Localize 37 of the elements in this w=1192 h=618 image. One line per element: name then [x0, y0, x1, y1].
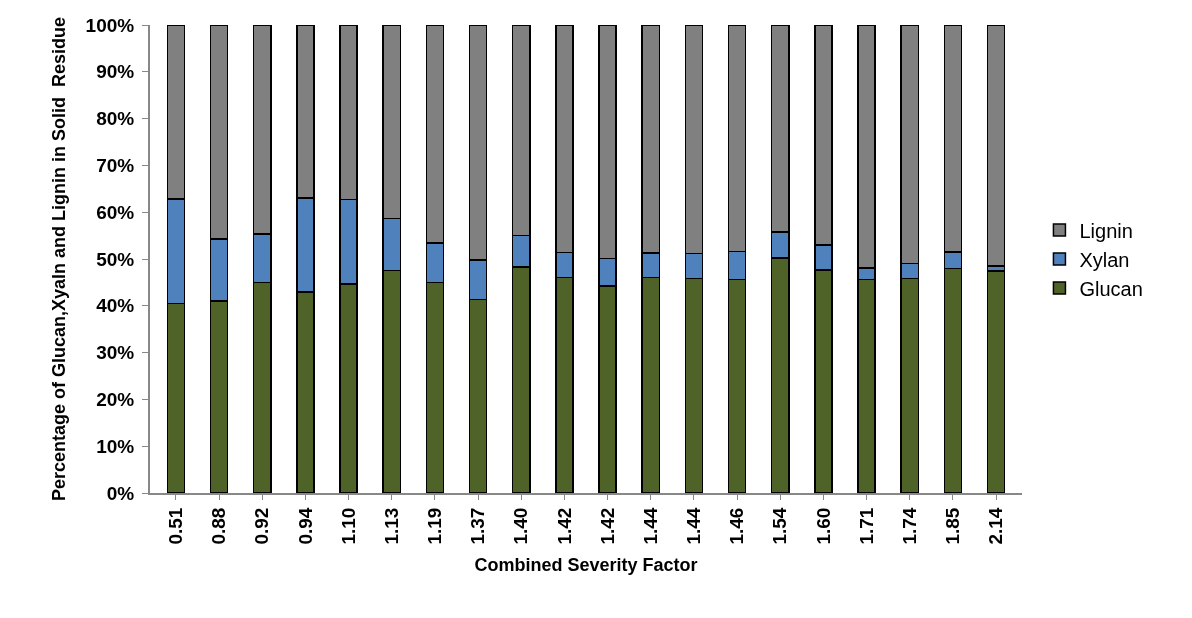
x-tick-label: 0.92: [251, 507, 273, 545]
y-tick-label: 0%: [106, 482, 135, 504]
y-tick-label: 60%: [96, 201, 135, 223]
x-tick-label: 1.19: [424, 507, 446, 545]
y-tick-label: 80%: [96, 108, 135, 130]
y-tick-label: 10%: [96, 435, 135, 457]
x-tick-label: 0.94: [294, 507, 316, 545]
x-axis-title: Combined Severity Factor: [474, 555, 698, 576]
x-tick-label: 1.42: [596, 507, 618, 545]
legend-label: Xylan: [1079, 248, 1130, 271]
x-tick-label: 1.13: [380, 507, 402, 545]
legend-label: Glucan: [1079, 277, 1143, 300]
y-axis-title: Percentage of Glucan,Xyaln and Lignin in Solid Residue: [49, 16, 70, 502]
y-tick-label: 20%: [96, 389, 135, 411]
x-tick-label: 1.10: [337, 507, 359, 545]
legend-label: Lignin: [1079, 219, 1133, 242]
x-tick-label: 1.85: [942, 507, 964, 545]
x-tick-label: 0.88: [208, 507, 230, 545]
x-tick-label: 0.51: [165, 507, 187, 545]
x-tick-label: 1.44: [683, 507, 705, 545]
x-tick-label: 2.14: [985, 507, 1007, 545]
y-tick-label: 40%: [96, 295, 135, 317]
x-tick-label: 1.46: [726, 507, 748, 545]
x-tick-label: 1.71: [855, 507, 877, 545]
y-tick-label: 70%: [96, 155, 135, 177]
x-tick-label: 1.42: [553, 507, 575, 545]
y-tick-label: 90%: [96, 61, 135, 83]
x-tick-label: 1.40: [510, 507, 532, 545]
y-tick-label: 100%: [85, 14, 135, 36]
x-tick-label: 1.54: [769, 507, 791, 545]
x-tick-label: 1.74: [898, 507, 920, 545]
x-tick-label: 1.44: [639, 507, 661, 545]
x-tick-label: 1.60: [812, 507, 834, 545]
x-tick-label: 1.37: [467, 507, 489, 545]
y-tick-label: 30%: [96, 342, 135, 364]
bar: [986, 270, 1006, 493]
y-tick-label: 50%: [96, 248, 135, 270]
